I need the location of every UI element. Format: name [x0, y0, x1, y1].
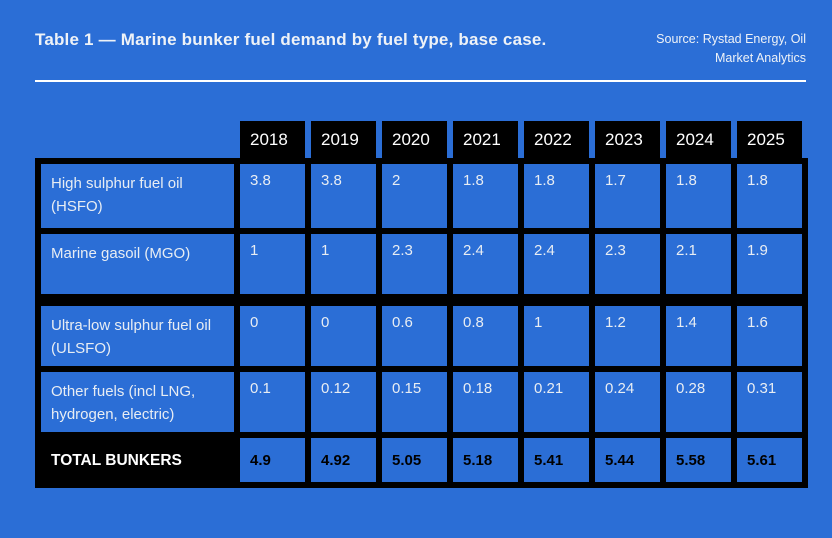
row-label-cell: Marine gasoil (MGO)	[41, 234, 234, 294]
value-cell: 2.4	[453, 234, 518, 294]
table-row: Ultra-low sulphur fuel oil (ULSFO) 0 0 0.6 0…	[41, 306, 802, 366]
table-row: High sulphur fuel oil (HSFO) 3.8 3.8 2 1.8 1.…	[41, 164, 802, 228]
value-cell: 0.12	[311, 372, 376, 432]
value-cell: 0.8	[453, 306, 518, 366]
value-cell: 1.7	[595, 164, 660, 228]
year-header-cell: 2021	[453, 121, 518, 158]
value-cell: 0.21	[524, 372, 589, 432]
year-header-cell: 2022	[524, 121, 589, 158]
value-cell: 1.8	[737, 164, 802, 228]
value-cell: 0.28	[666, 372, 731, 432]
source-note-line2: Market Analytics	[714, 51, 806, 65]
value-cell: 0.31	[737, 372, 802, 432]
value-cell: 2	[382, 164, 447, 228]
total-value-cell: 5.41	[524, 438, 589, 482]
total-value-cell: 4.9	[240, 438, 305, 482]
value-cell: 1.6	[737, 306, 802, 366]
value-cell: 0.18	[453, 372, 518, 432]
table-row: Other fuels (incl LNG, hydrogen, electri…	[41, 372, 802, 432]
total-value-cell: 5.44	[595, 438, 660, 482]
value-cell: 2.3	[595, 234, 660, 294]
year-header-cell: 2023	[595, 121, 660, 158]
value-cell: 1.8	[524, 164, 589, 228]
value-cell: 1.4	[666, 306, 731, 366]
value-cell: 0.6	[382, 306, 447, 366]
year-header-cell: 2024	[666, 121, 731, 158]
total-value-cell: 5.18	[453, 438, 518, 482]
title-divider	[35, 80, 806, 82]
value-cell: 0	[311, 306, 376, 366]
total-value-cell: 5.58	[666, 438, 731, 482]
table-row: Marine gasoil (MGO) 1 1 2.3 2.4 2.4 2.3 2.1 1.9	[41, 234, 802, 294]
year-header-cell: 2018	[240, 121, 305, 158]
row-label-cell: Other fuels (incl LNG, hydrogen, electri…	[41, 372, 234, 432]
value-cell: 1.2	[595, 306, 660, 366]
row-label-cell: Ultra-low sulphur fuel oil (ULSFO)	[41, 306, 234, 366]
value-cell: 0.1	[240, 372, 305, 432]
value-cell: 1.8	[453, 164, 518, 228]
source-note-line1: Source: Rystad Energy, Oil	[656, 32, 806, 46]
value-cell: 1.9	[737, 234, 802, 294]
value-cell: 1	[311, 234, 376, 294]
year-header-cell: 2025	[737, 121, 802, 158]
value-cell: 0.24	[595, 372, 660, 432]
value-cell: 2.3	[382, 234, 447, 294]
total-value-cell: 5.05	[382, 438, 447, 482]
year-header-cell: 2019	[311, 121, 376, 158]
value-cell: 1.8	[666, 164, 731, 228]
value-cell: 0.15	[382, 372, 447, 432]
table-title: Table 1 — Marine bunker fuel demand by f…	[35, 30, 547, 49]
source-note: Source: Rystad Energy, Oil Market Analyt…	[596, 30, 806, 68]
total-label-cell: TOTAL BUNKERS	[41, 438, 234, 482]
row-label-cell: High sulphur fuel oil (HSFO)	[41, 164, 234, 228]
value-cell: 2.1	[666, 234, 731, 294]
value-cell: 3.8	[240, 164, 305, 228]
value-cell: 1	[524, 306, 589, 366]
total-row: TOTAL BUNKERS 4.9 4.92 5.05 5.18 5.41 5.44 5.58…	[41, 438, 802, 482]
value-cell: 3.8	[311, 164, 376, 228]
value-cell: 1	[240, 234, 305, 294]
year-header-row: 2018 2019 2020 2021 2022 2023 2024 2025	[35, 121, 808, 158]
year-header-cell: 2020	[382, 121, 447, 158]
value-cell: 2.4	[524, 234, 589, 294]
fuel-demand-table: High sulphur fuel oil (HSFO) 3.8 3.8 2 1.8 1.…	[35, 158, 808, 488]
year-header-spacer	[41, 121, 234, 158]
total-value-cell: 4.92	[311, 438, 376, 482]
value-cell: 0	[240, 306, 305, 366]
total-value-cell: 5.61	[737, 438, 802, 482]
